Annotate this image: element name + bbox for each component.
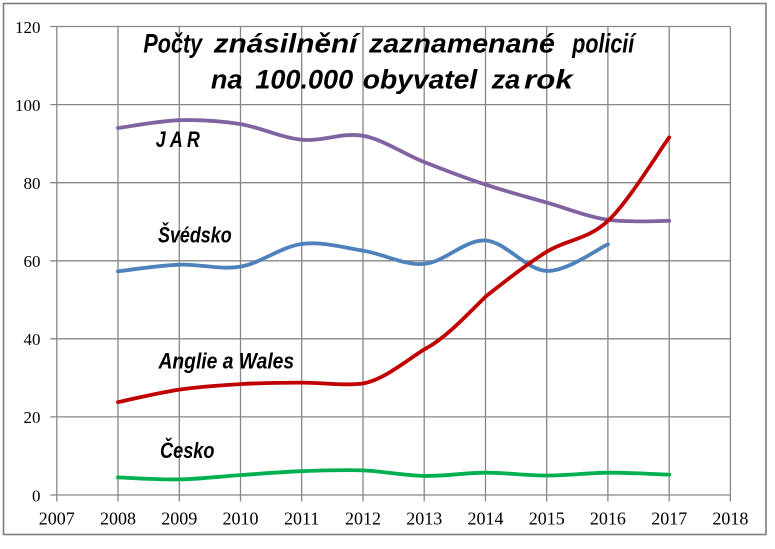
svg-text:Počty: Počty [143, 29, 203, 59]
svg-text:2013: 2013 [406, 509, 442, 529]
svg-text:J A R: J A R [156, 128, 201, 152]
svg-text:2017: 2017 [651, 509, 687, 529]
svg-text:100.000: 100.000 [255, 65, 353, 95]
svg-text:2014: 2014 [468, 509, 504, 529]
svg-text:2011: 2011 [284, 509, 319, 529]
svg-text:za: za [491, 64, 521, 95]
svg-text:120: 120 [15, 18, 41, 37]
svg-text:znásilnění: znásilnění [213, 29, 361, 59]
svg-text:60: 60 [24, 252, 41, 271]
svg-text:rok: rok [524, 65, 575, 95]
svg-text:Česko: Česko [160, 437, 214, 463]
svg-text:2009: 2009 [161, 509, 197, 529]
svg-text:40: 40 [24, 330, 41, 349]
svg-text:20: 20 [24, 408, 41, 427]
svg-text:100: 100 [15, 96, 41, 115]
svg-text:na: na [211, 65, 243, 95]
svg-text:2016: 2016 [590, 509, 626, 529]
svg-text:zaznamenané: zaznamenané [368, 28, 555, 58]
svg-text:2007: 2007 [39, 509, 75, 529]
svg-text:Anglie a Wales: Anglie a Wales [158, 349, 295, 373]
svg-text:2015: 2015 [529, 509, 565, 529]
svg-text:obyvatel: obyvatel [363, 64, 479, 94]
svg-text:2018: 2018 [712, 509, 748, 529]
svg-text:Švédsko: Švédsko [158, 222, 232, 248]
svg-text:2010: 2010 [223, 509, 259, 529]
svg-text:policií: policií [571, 29, 637, 59]
svg-text:2012: 2012 [345, 509, 381, 529]
svg-text:2008: 2008 [100, 509, 136, 529]
svg-text:0: 0 [32, 486, 41, 505]
svg-text:80: 80 [24, 174, 41, 193]
